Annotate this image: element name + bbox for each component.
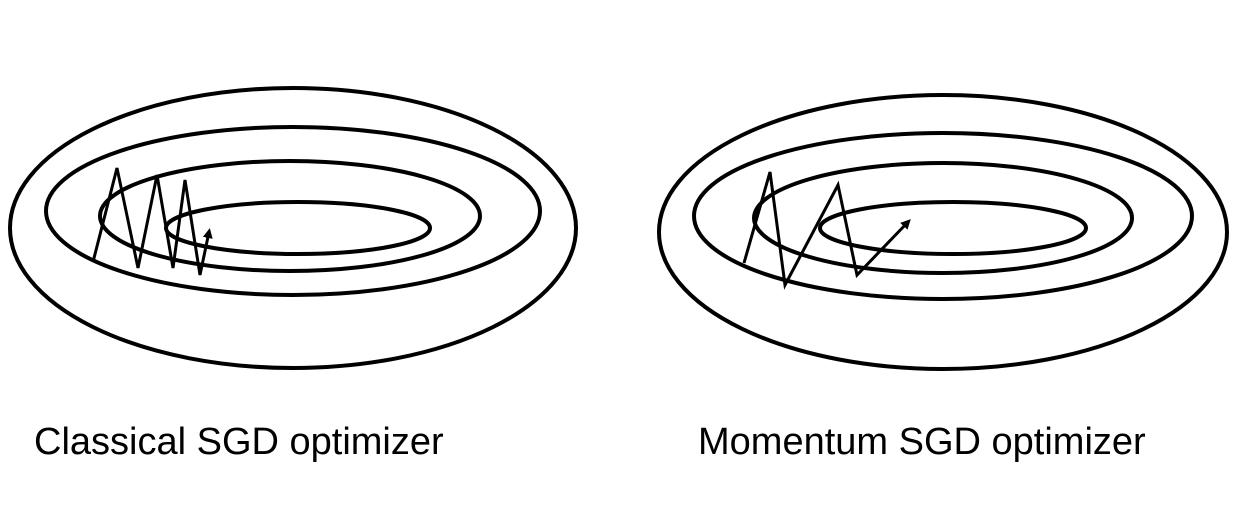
- contour-inner: [98, 159, 482, 273]
- momentum-sgd-panel: [657, 93, 1229, 371]
- contour-outer: [657, 93, 1229, 371]
- contour-inner: [752, 161, 1134, 275]
- contour-lines: [657, 93, 1229, 371]
- classical-sgd-caption: Classical SGD optimizer: [34, 421, 444, 463]
- contour-middle: [692, 131, 1194, 301]
- classical-trajectory: [91, 167, 213, 276]
- contour-middle: [44, 125, 542, 297]
- classical-sgd-panel: [8, 86, 578, 370]
- momentum-sgd-caption: Momentum SGD optimizer: [698, 421, 1146, 463]
- momentum-trajectory: [742, 171, 911, 290]
- zigzag-path-with-arrow-icon: [91, 167, 213, 276]
- zigzag-path-with-arrow-icon: [742, 171, 911, 290]
- contour-center: [818, 200, 1088, 256]
- contour-outer: [8, 86, 578, 370]
- contour-lines: [8, 86, 578, 370]
